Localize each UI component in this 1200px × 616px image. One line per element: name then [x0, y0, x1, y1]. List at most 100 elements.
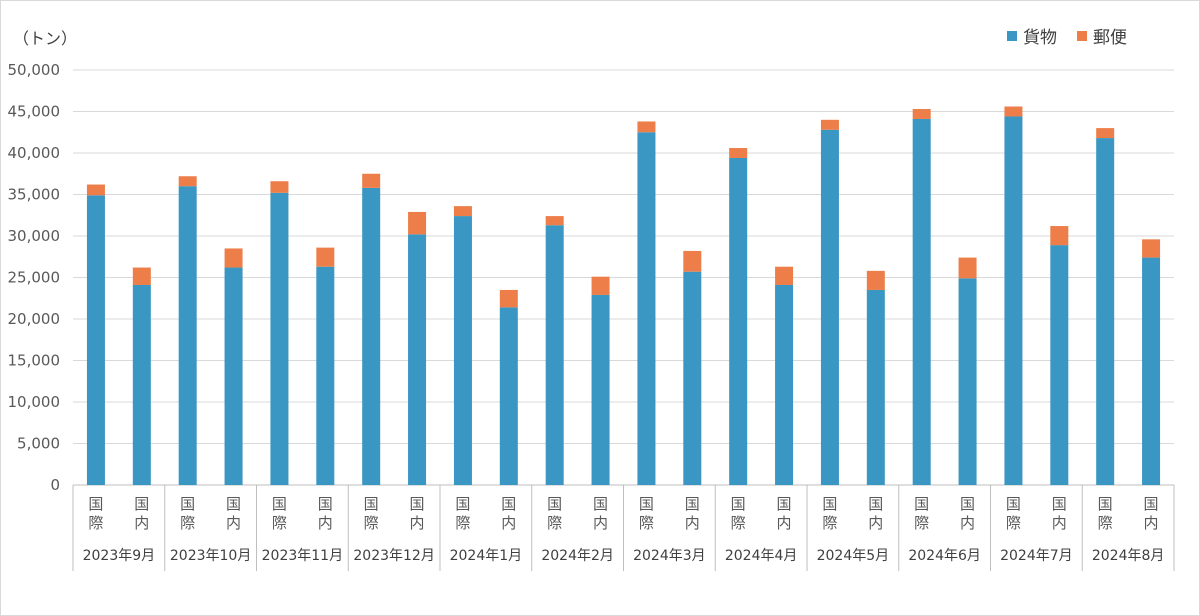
x-subcategory-label: 内: [1144, 514, 1159, 532]
bar-segment-cargo: [408, 234, 427, 485]
x-subcategory-label: 国: [593, 495, 608, 513]
bar-segment-mail: [178, 176, 197, 187]
x-subcategory-label: 国: [1006, 495, 1021, 513]
x-group-label: 2024年3月: [633, 548, 706, 564]
y-tick-label: 0: [50, 476, 60, 494]
x-subcategory-label: 国: [731, 495, 746, 513]
x-subcategory-label: 際: [1006, 514, 1021, 532]
x-subcategory-label: 際: [547, 514, 562, 532]
legend-swatch-cargo: [1007, 30, 1017, 41]
y-tick-label: 25,000: [8, 269, 61, 287]
y-tick-label: 50,000: [8, 61, 61, 79]
bar-segment-cargo: [545, 225, 564, 485]
x-group-label: 2024年1月: [450, 548, 523, 564]
x-group-label: 2024年6月: [908, 548, 981, 564]
bar-segment-cargo: [453, 216, 472, 485]
x-subcategory-label: 際: [639, 514, 654, 532]
bar-segment-mail: [1096, 128, 1115, 139]
x-subcategory-label: 国: [455, 495, 470, 513]
bar-segment-mail: [958, 257, 977, 279]
x-subcategory-label: 国: [685, 495, 700, 513]
x-subcategory-label: 国: [410, 495, 425, 513]
x-subcategory-label: 際: [914, 514, 929, 532]
x-group-label: 2024年8月: [1092, 548, 1165, 564]
bar-segment-mail: [912, 109, 931, 119]
bar-segment-cargo: [1004, 116, 1023, 485]
bar-segment-cargo: [270, 192, 289, 485]
x-subcategory-label: 国: [547, 495, 562, 513]
bar-segment-mail: [132, 267, 151, 285]
legend-label-cargo: 貨物: [1023, 28, 1057, 48]
y-tick-label: 5,000: [17, 435, 60, 453]
bar-segment-mail: [775, 266, 794, 285]
bar-segment-mail: [683, 250, 702, 272]
bar-segment-cargo: [1142, 257, 1161, 485]
bar-segment-cargo: [224, 267, 243, 485]
x-subcategory-label: 内: [593, 514, 608, 532]
x-group-label: 2023年11月: [262, 548, 343, 564]
bar-segment-mail: [820, 119, 839, 130]
x-subcategory-label: 内: [868, 514, 883, 532]
bar-segment-mail: [545, 216, 564, 226]
x-subcategory-label: 国: [501, 495, 516, 513]
bar-segment-cargo: [132, 284, 151, 485]
bar-segment-cargo: [958, 278, 977, 485]
x-group-label: 2023年10月: [170, 548, 251, 564]
bar-segment-mail: [362, 173, 381, 188]
x-subcategory-label: 国: [88, 495, 103, 513]
bar-segment-mail: [1142, 239, 1161, 258]
x-subcategory-label: 国: [134, 495, 149, 513]
chart-legend: 貨物 郵便: [1007, 23, 1127, 48]
bar-segment-cargo: [499, 307, 518, 485]
bar-segment-cargo: [637, 132, 656, 485]
bar-segment-mail: [86, 184, 105, 196]
x-subcategory-label: 内: [777, 514, 792, 532]
bar-segment-mail: [316, 247, 335, 267]
x-subcategory-label: 際: [731, 514, 746, 532]
x-subcategory-label: 内: [134, 514, 149, 532]
x-subcategory-label: 国: [914, 495, 929, 513]
bar-segment-cargo: [912, 118, 931, 485]
x-subcategory-label: 内: [960, 514, 975, 532]
bar-segment-mail: [499, 289, 518, 308]
bar-segment-cargo: [820, 129, 839, 485]
y-tick-label: 15,000: [8, 352, 61, 370]
bar-segment-mail: [591, 276, 610, 295]
x-subcategory-label: 際: [180, 514, 195, 532]
x-group-label: 2024年5月: [817, 548, 890, 564]
x-subcategory-label: 内: [226, 514, 241, 532]
bar-segment-cargo: [86, 195, 105, 485]
x-subcategory-label: 内: [410, 514, 425, 532]
legend-item-mail: 郵便: [1077, 23, 1127, 48]
y-tick-label: 35,000: [8, 186, 61, 204]
x-subcategory-label: 内: [318, 514, 333, 532]
bar-segment-mail: [1004, 106, 1023, 117]
bar-segment-mail: [224, 248, 243, 268]
bar-segment-cargo: [1050, 245, 1069, 485]
x-subcategory-label: 際: [272, 514, 287, 532]
bar-segment-mail: [453, 206, 472, 217]
bar-segment-cargo: [1096, 138, 1115, 485]
bar-segment-mail: [729, 148, 748, 158]
bar-segment-mail: [270, 181, 289, 193]
y-axis-unit-label: （トン）: [13, 29, 78, 48]
legend-swatch-mail: [1077, 30, 1087, 41]
x-subcategory-label: 国: [180, 495, 195, 513]
bar-segment-cargo: [178, 186, 197, 485]
bar-segment-mail: [1050, 226, 1069, 246]
x-subcategory-label: 際: [822, 514, 837, 532]
x-subcategory-label: 内: [1052, 514, 1067, 532]
bar-segment-mail: [408, 211, 427, 235]
x-group-label: 2024年7月: [1000, 548, 1073, 564]
x-subcategory-label: 国: [272, 495, 287, 513]
x-group-label: 2024年2月: [541, 548, 614, 564]
y-tick-label: 45,000: [8, 103, 61, 121]
x-subcategory-label: 際: [88, 514, 103, 532]
x-subcategory-label: 国: [868, 495, 883, 513]
x-subcategory-label: 際: [455, 514, 470, 532]
bar-segment-cargo: [316, 266, 335, 485]
bar-segment-mail: [866, 270, 885, 290]
bar-segment-cargo: [866, 289, 885, 485]
y-tick-label: 30,000: [8, 227, 61, 245]
x-group-label: 2023年12月: [353, 548, 434, 564]
